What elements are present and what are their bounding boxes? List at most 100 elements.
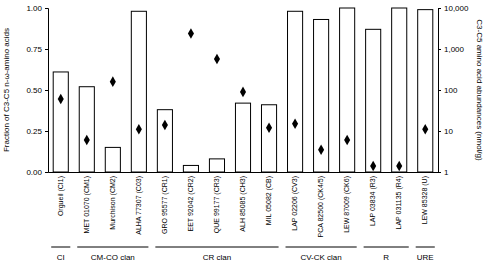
tick-label: Murchison (CM2) — [109, 176, 117, 230]
group-line — [286, 247, 357, 248]
tick-label: LEW 85328 (U) — [421, 176, 429, 224]
group-line — [416, 247, 435, 248]
bar — [366, 29, 381, 172]
bar — [105, 147, 120, 172]
bar — [209, 159, 224, 172]
tick-mark — [45, 90, 48, 91]
point — [240, 87, 246, 98]
tick-label: LAP 031135 (R4) — [395, 176, 403, 229]
tick-label: 0.00 — [26, 168, 42, 177]
tick-label: GRO 95577 (CR1) — [161, 176, 169, 234]
point — [422, 124, 428, 135]
tick: PCA 82500 (CK4/5) — [317, 176, 325, 237]
tick-mark — [438, 131, 441, 132]
bar — [418, 10, 433, 172]
bar — [79, 87, 94, 172]
point — [214, 54, 220, 65]
bar — [261, 105, 276, 172]
tick-mark — [45, 8, 48, 9]
tick-label: LAP 03834 (R3) — [369, 176, 377, 226]
chart: 0.00 0.25 0.50 0.75 1.00 1 10 100 1,000 10,000 Org… — [0, 0, 484, 267]
tick: 10 — [438, 127, 453, 136]
point — [318, 144, 324, 155]
point — [84, 135, 90, 146]
point — [58, 94, 64, 105]
y-axis-title: Fraction of C3-C5 n-ω-amino acids — [2, 28, 11, 152]
bar — [392, 8, 407, 172]
tick-label: PCA 82500 (CK4/5) — [317, 176, 325, 237]
plot-area — [53, 8, 433, 172]
axis-line — [49, 172, 439, 173]
tick: LEW 87009 (CK6) — [343, 176, 351, 233]
group-label: CI — [57, 253, 65, 262]
point — [162, 120, 168, 131]
group-label: URE — [417, 253, 434, 262]
bar — [235, 103, 250, 172]
bar — [288, 11, 303, 172]
bar — [53, 72, 68, 172]
point — [370, 161, 376, 172]
tick-label: LAP 02206 (CV3) — [291, 176, 299, 231]
tick: LAP 02206 (CV3) — [291, 176, 299, 231]
tick-label: 10,000 — [444, 4, 469, 13]
tick: EET 92042 (CR2) — [187, 176, 195, 232]
point — [266, 122, 272, 133]
group-line — [155, 247, 278, 248]
y2-axis: 1 10 100 1,000 10,000 — [438, 4, 469, 177]
bar — [183, 165, 198, 172]
tick-label: MIL 05082 (CB) — [265, 176, 273, 225]
bar — [340, 8, 355, 172]
point — [396, 161, 402, 172]
group-label: CR clan — [203, 253, 231, 262]
tick-label: LEW 87009 (CK6) — [343, 176, 351, 233]
tick: 1 — [438, 168, 449, 177]
bar — [131, 11, 146, 172]
groups: CI CM-CO clan CR clan CV-CK clan R URE — [51, 247, 435, 262]
tick-mark — [45, 49, 48, 50]
tick: LAP 03834 (R3) — [369, 176, 377, 226]
point — [292, 119, 298, 130]
tick: GRO 95577 (CR1) — [161, 176, 169, 234]
group-label: CV-CK clan — [300, 253, 341, 262]
tick-mark — [45, 172, 48, 173]
tick-mark — [45, 131, 48, 132]
tick: LAP 031135 (R4) — [395, 176, 403, 229]
tick-label: 1.00 — [26, 4, 42, 13]
y-axis: 0.00 0.25 0.50 0.75 1.00 — [26, 4, 48, 177]
group-line — [364, 247, 409, 248]
group-line — [77, 247, 148, 248]
tick: LEW 85328 (U) — [421, 176, 429, 224]
tick-label: QUE 99177 (CR3) — [213, 176, 221, 233]
y2-axis-title: C3-C5 amino acid abundances (nmol/g) — [475, 19, 484, 161]
tick: ALH 85085 (CH3) — [239, 176, 247, 232]
tick-label: MET 01070 (CM1) — [83, 176, 91, 233]
x-axis: Orgueil (CI1)MET 01070 (CM1)Murchison (C… — [49, 173, 439, 238]
tick: 0.25 — [26, 127, 48, 136]
tick: ALHA 77307 (C03) — [135, 176, 143, 235]
bar — [314, 19, 329, 172]
tick-label: ALHA 77307 (C03) — [135, 176, 143, 235]
tick: QUE 99177 (CR3) — [213, 176, 221, 233]
point — [344, 135, 350, 146]
bar — [157, 110, 172, 172]
tick: 0.75 — [26, 45, 48, 54]
tick-label: 0.50 — [26, 86, 42, 95]
point — [188, 28, 194, 39]
tick: MIL 05082 (CB) — [265, 176, 273, 225]
tick: Murchison (CM2) — [109, 176, 117, 230]
point — [110, 76, 116, 87]
tick: 10,000 — [438, 4, 469, 13]
tick: 1.00 — [26, 4, 48, 13]
tick: 100 — [438, 86, 458, 95]
tick: 1,000 — [438, 45, 465, 54]
group-line — [51, 247, 70, 248]
tick: 0.00 — [26, 168, 48, 177]
tick-mark — [438, 8, 441, 9]
axis-line — [439, 9, 442, 173]
tick-label: ALH 85085 (CH3) — [239, 176, 247, 232]
tick: MET 01070 (CM1) — [83, 176, 91, 233]
group-label: R — [383, 253, 389, 262]
axis-line — [45, 9, 49, 173]
group-label: CM-CO clan — [91, 253, 135, 262]
tick-mark — [438, 49, 441, 50]
